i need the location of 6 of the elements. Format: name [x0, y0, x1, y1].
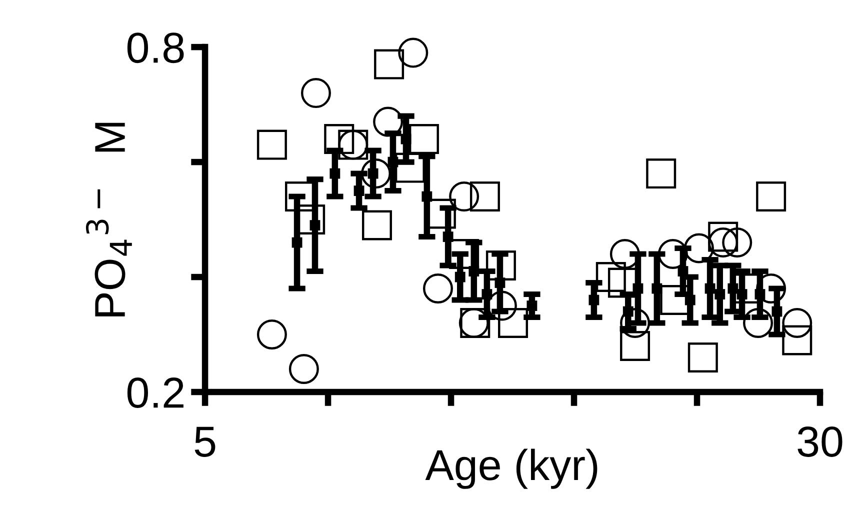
x-tick-label: 5: [194, 426, 216, 457]
y-tick-label: 0.2: [127, 378, 184, 408]
y-tick-label: 0.8: [127, 32, 184, 64]
x-tick-label: 30: [798, 426, 842, 457]
text: PO$_{4}$$^{3−}$ M: [86, 122, 132, 316]
x-axis-title: Age (kyr): [425, 448, 598, 489]
